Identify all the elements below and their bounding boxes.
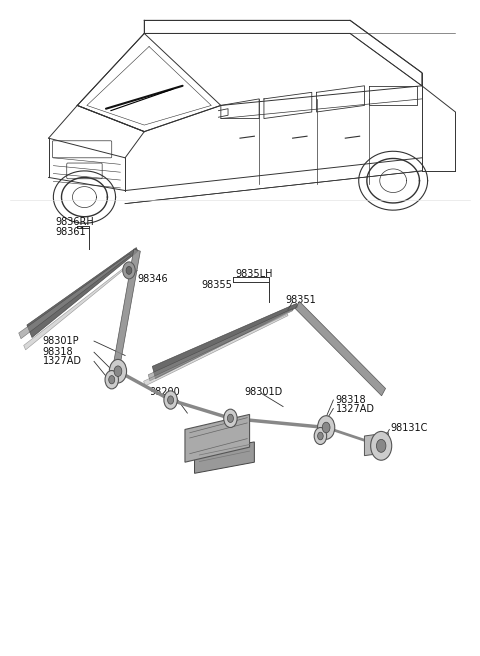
Circle shape — [109, 359, 127, 383]
Polygon shape — [27, 247, 138, 338]
Circle shape — [318, 432, 323, 440]
Polygon shape — [194, 442, 254, 474]
Polygon shape — [24, 267, 125, 350]
Circle shape — [114, 366, 122, 377]
Circle shape — [105, 371, 119, 389]
Circle shape — [126, 266, 132, 274]
Circle shape — [224, 409, 237, 428]
Polygon shape — [19, 254, 130, 338]
Text: 98318: 98318 — [336, 395, 366, 405]
Text: 98318: 98318 — [43, 347, 73, 358]
Circle shape — [228, 414, 233, 422]
Polygon shape — [152, 303, 298, 379]
Text: 98346: 98346 — [137, 274, 168, 284]
Text: 98301P: 98301P — [43, 336, 79, 346]
Polygon shape — [185, 415, 250, 462]
Polygon shape — [364, 433, 388, 456]
Text: 98351: 98351 — [286, 295, 316, 305]
Circle shape — [371, 432, 392, 461]
Polygon shape — [296, 301, 385, 396]
Text: 1327AD: 1327AD — [43, 356, 82, 367]
Circle shape — [108, 376, 115, 384]
Text: 98355: 98355 — [202, 281, 233, 291]
Circle shape — [376, 440, 386, 452]
Text: 98361: 98361 — [56, 228, 86, 237]
Circle shape — [168, 396, 174, 404]
Text: 98131C: 98131C — [391, 422, 428, 432]
Polygon shape — [148, 309, 293, 381]
Text: 9836RH: 9836RH — [56, 217, 95, 227]
Text: 98100: 98100 — [194, 454, 225, 464]
Polygon shape — [112, 249, 140, 373]
Polygon shape — [144, 314, 288, 386]
Circle shape — [123, 262, 135, 279]
Text: 98301D: 98301D — [245, 387, 283, 397]
Text: 9835LH: 9835LH — [235, 270, 273, 279]
Circle shape — [314, 428, 326, 445]
Text: 98200: 98200 — [149, 387, 180, 397]
Text: 1327AD: 1327AD — [336, 403, 375, 413]
Circle shape — [322, 422, 330, 433]
Circle shape — [318, 416, 335, 440]
Circle shape — [164, 391, 177, 409]
